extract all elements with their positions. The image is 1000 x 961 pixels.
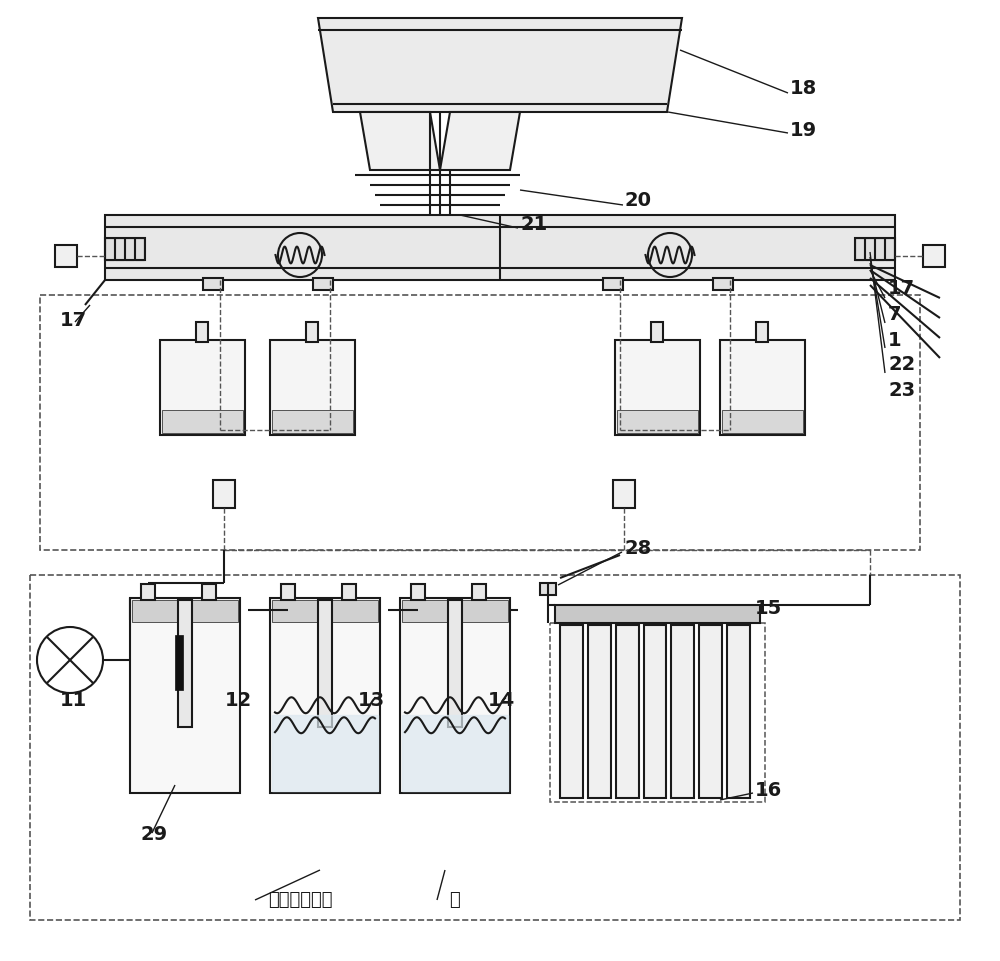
Bar <box>132 600 238 622</box>
Polygon shape <box>318 18 682 112</box>
Text: 17: 17 <box>60 310 87 330</box>
Text: 21: 21 <box>520 215 547 234</box>
Bar <box>162 410 243 433</box>
Bar <box>125 238 134 260</box>
Bar <box>272 600 378 622</box>
Text: 17: 17 <box>888 279 915 298</box>
Bar <box>130 598 240 793</box>
Bar <box>885 238 894 260</box>
Polygon shape <box>360 112 440 170</box>
Bar <box>713 278 733 290</box>
Text: 16: 16 <box>755 780 782 800</box>
Bar <box>651 322 663 342</box>
Bar <box>923 245 945 267</box>
Bar <box>411 584 425 600</box>
Bar <box>855 238 895 260</box>
Text: 重铬酸钾洗液: 重铬酸钾洗液 <box>268 891 332 909</box>
Bar <box>616 625 639 798</box>
Bar <box>115 238 124 260</box>
Bar <box>203 278 223 290</box>
Polygon shape <box>402 715 508 791</box>
Bar <box>855 238 864 260</box>
Polygon shape <box>272 715 378 791</box>
Bar <box>342 584 356 600</box>
Text: 15: 15 <box>755 599 782 618</box>
Bar <box>55 245 77 267</box>
Bar <box>756 322 768 342</box>
Text: 29: 29 <box>140 825 167 845</box>
Bar <box>318 600 332 727</box>
Bar <box>400 598 510 793</box>
Text: 水: 水 <box>450 891 460 909</box>
Bar <box>281 584 295 600</box>
Bar <box>865 238 874 260</box>
Bar <box>603 278 623 290</box>
Text: 13: 13 <box>358 691 385 709</box>
Text: 14: 14 <box>488 691 515 709</box>
Bar <box>550 623 765 802</box>
Bar <box>105 238 114 260</box>
Text: 20: 20 <box>625 190 652 209</box>
Bar <box>306 322 318 342</box>
Bar <box>722 410 803 433</box>
Text: 11: 11 <box>60 691 87 709</box>
Text: 7: 7 <box>888 306 902 325</box>
Bar <box>178 600 192 727</box>
Bar <box>588 625 611 798</box>
Bar <box>644 625 666 798</box>
Bar <box>175 635 183 690</box>
Bar <box>727 625 750 798</box>
Bar <box>105 238 145 260</box>
Bar <box>402 600 508 622</box>
Bar <box>30 575 960 920</box>
Text: 28: 28 <box>625 538 652 557</box>
Bar <box>555 605 760 623</box>
Bar <box>202 584 216 600</box>
Polygon shape <box>440 112 520 170</box>
Bar <box>720 340 805 435</box>
Bar <box>699 625 722 798</box>
Bar <box>141 584 155 600</box>
Bar <box>105 215 895 280</box>
Bar <box>875 238 884 260</box>
Bar <box>671 625 694 798</box>
Bar <box>448 600 462 727</box>
Bar <box>213 480 235 508</box>
Text: 22: 22 <box>888 356 915 375</box>
Bar <box>540 583 556 595</box>
Text: 1: 1 <box>888 331 902 350</box>
Bar <box>560 625 583 798</box>
Bar <box>313 278 333 290</box>
Bar <box>135 238 144 260</box>
Text: 23: 23 <box>888 381 915 400</box>
Bar <box>40 295 920 550</box>
Bar <box>196 322 208 342</box>
Bar <box>613 480 635 508</box>
Bar <box>160 340 245 435</box>
Bar <box>270 598 380 793</box>
Bar <box>472 584 486 600</box>
Text: 18: 18 <box>790 79 817 97</box>
Bar <box>272 410 353 433</box>
Bar <box>615 340 700 435</box>
Text: 19: 19 <box>790 120 817 139</box>
Bar <box>270 340 355 435</box>
Text: 12: 12 <box>225 691 252 709</box>
Bar <box>617 410 698 433</box>
